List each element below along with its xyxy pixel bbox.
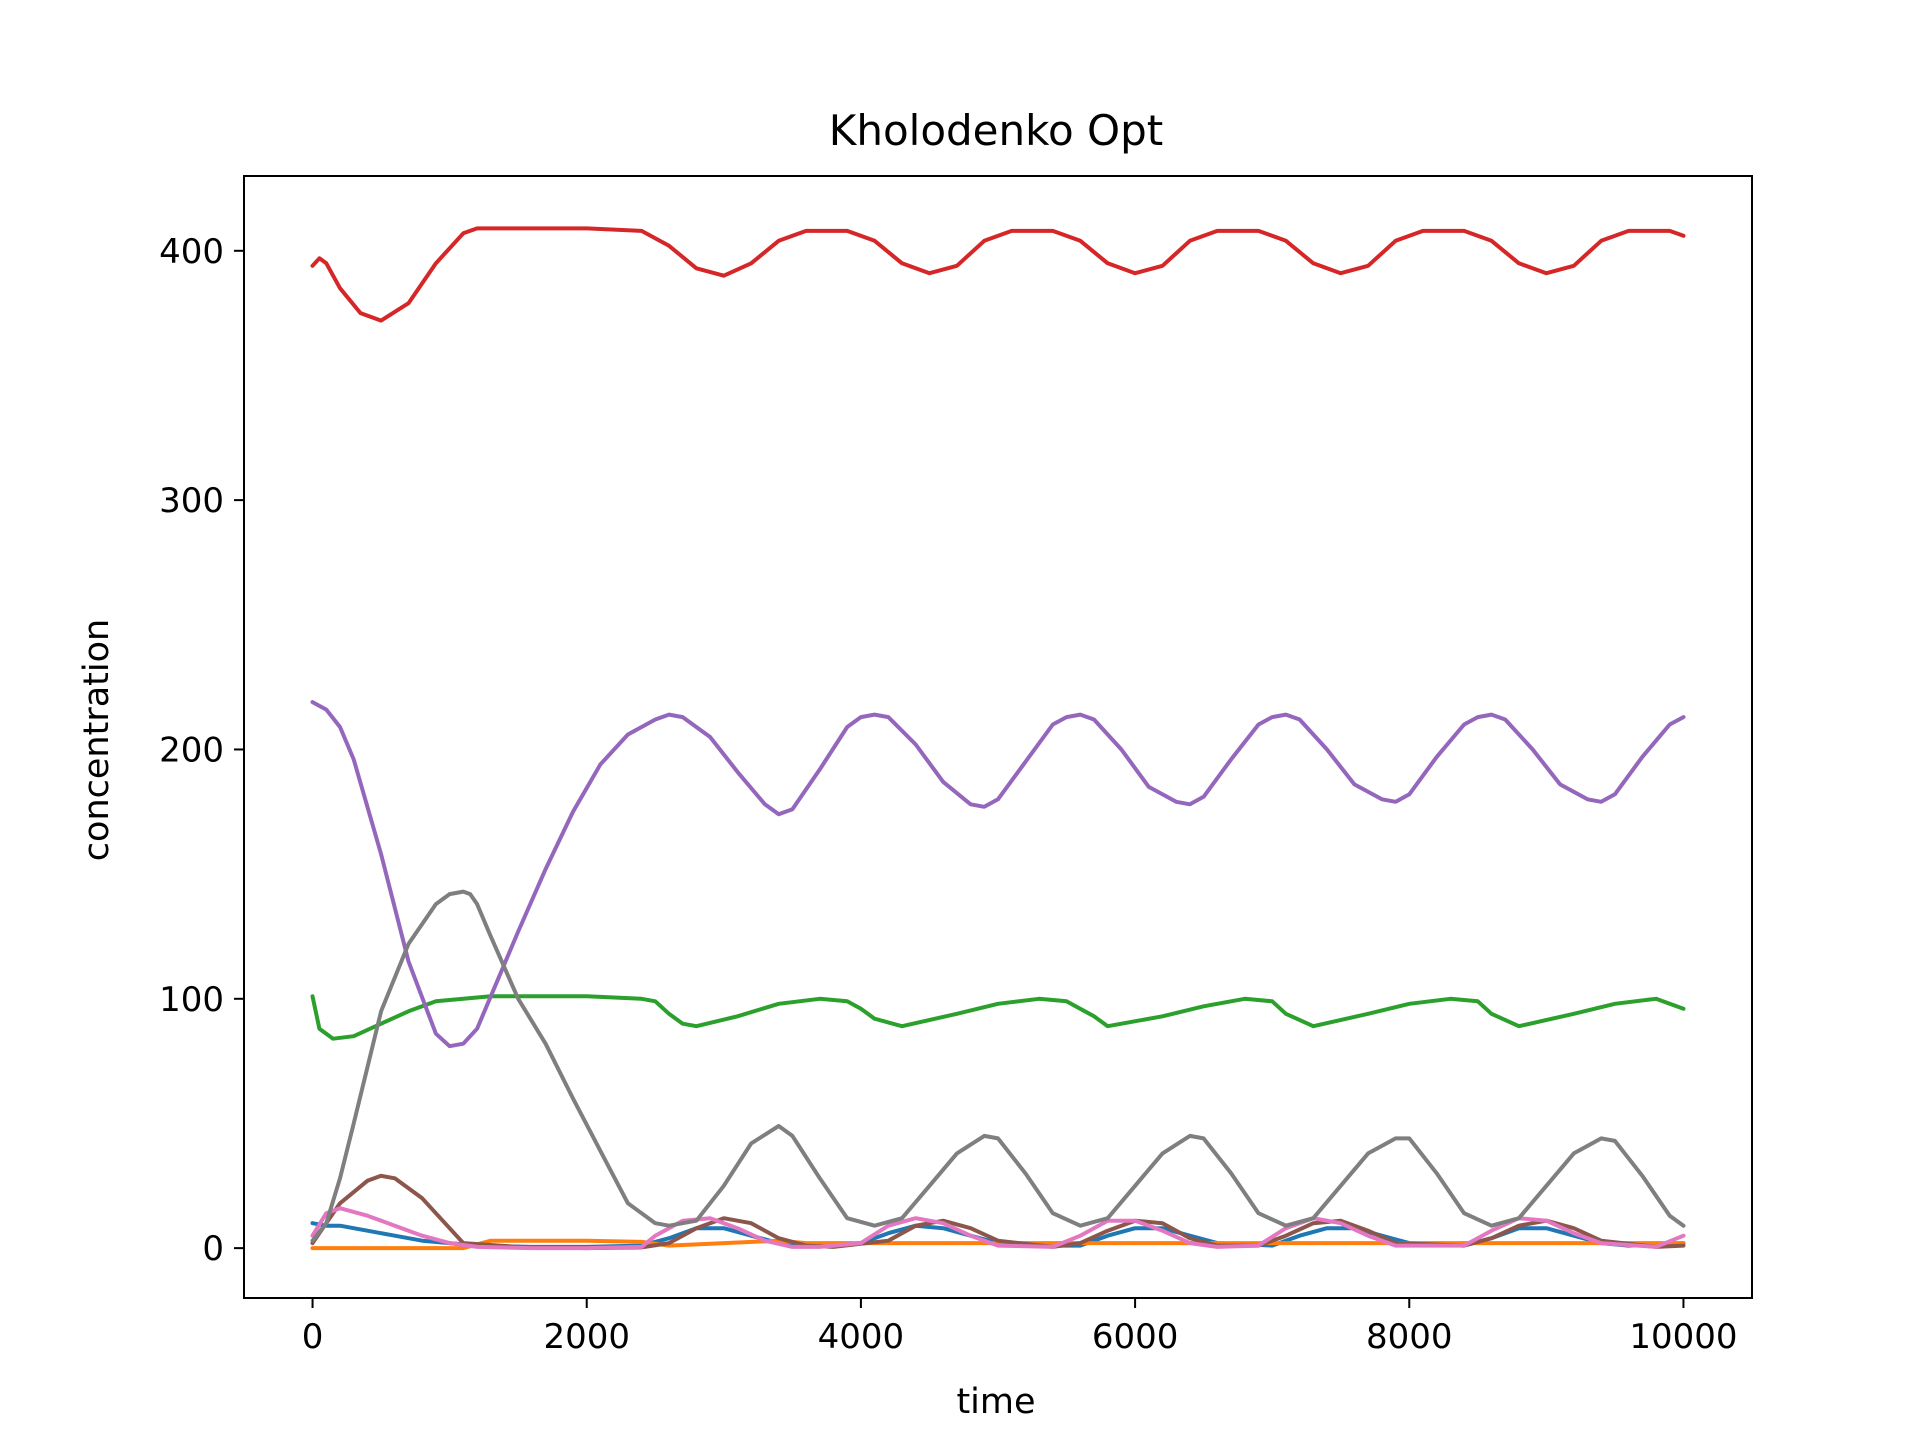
series-line-7 (310, 1206, 1686, 1251)
series-line-3 (310, 994, 1686, 1041)
x-tick-label: 0 (302, 1317, 324, 1357)
series-line-4 (310, 226, 1686, 323)
x-tick-label: 6000 (1092, 1317, 1179, 1357)
chart-title: Kholodenko Opt (829, 106, 1163, 155)
series-line-5 (310, 700, 1686, 1049)
y-axis-ticks: 0 100 200 300 400 (159, 232, 244, 1269)
x-tick-label: 4000 (818, 1317, 905, 1357)
y-axis-label: concentration (77, 619, 117, 861)
x-axis-label: time (956, 1382, 1035, 1422)
x-tick-label: 2000 (543, 1317, 630, 1357)
x-axis-ticks: 0 2000 4000 6000 8000 10000 (302, 1298, 1738, 1357)
series-line-2 (310, 1238, 1686, 1251)
y-tick-label: 300 (159, 481, 224, 521)
plot-series (310, 226, 1686, 1251)
y-tick-label: 0 (202, 1229, 224, 1269)
axes-frame (243, 175, 1753, 1299)
series-line-8 (310, 889, 1686, 1243)
y-tick-label: 200 (159, 730, 224, 770)
y-tick-label: 400 (159, 232, 224, 272)
x-tick-label: 8000 (1366, 1317, 1453, 1357)
y-tick-label: 100 (159, 980, 224, 1020)
x-tick-label: 10000 (1629, 1317, 1737, 1357)
